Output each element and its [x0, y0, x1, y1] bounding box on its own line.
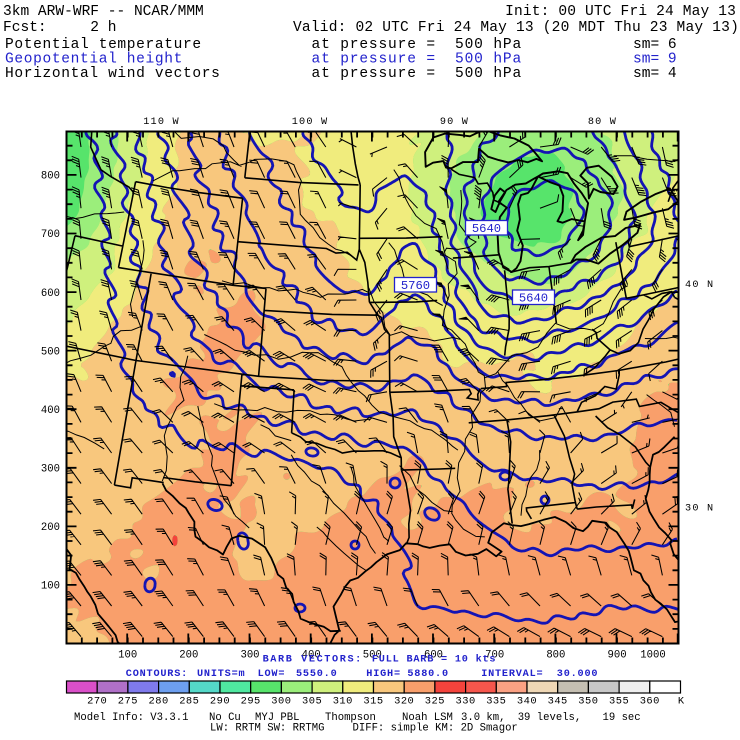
- svg-text:355: 355: [609, 696, 629, 708]
- svg-text:UNITS=m: UNITS=m: [197, 669, 245, 680]
- svg-text:290: 290: [210, 696, 230, 708]
- svg-text:280: 280: [148, 696, 168, 708]
- svg-text:80 W: 80 W: [588, 117, 617, 128]
- svg-text:340: 340: [517, 696, 537, 708]
- svg-text:700: 700: [41, 229, 60, 241]
- svg-text:Thompson: Thompson: [325, 712, 376, 724]
- svg-text:900: 900: [607, 650, 626, 662]
- svg-text:350: 350: [578, 696, 598, 708]
- svg-text:19 sec: 19 sec: [603, 712, 641, 724]
- svg-text:MYJ PBL: MYJ PBL: [255, 712, 300, 724]
- svg-text:3.0 km,: 3.0 km,: [461, 712, 506, 724]
- svg-text:at pressure = 500 hPa: at pressure = 500 hPa: [312, 66, 523, 82]
- svg-text:600: 600: [424, 650, 443, 662]
- svg-text:Horizontal wind vectors: Horizontal wind vectors: [5, 66, 221, 82]
- svg-text:CONTOURS:: CONTOURS:: [126, 669, 188, 680]
- svg-text:360: 360: [640, 696, 660, 708]
- svg-text:100: 100: [118, 650, 137, 662]
- svg-text:sm= 4: sm= 4: [633, 66, 677, 82]
- svg-text:LW: RRTM SW: RRTMG: LW: RRTM SW: RRTMG: [210, 723, 324, 735]
- svg-text:5550.0: 5550.0: [296, 669, 337, 680]
- svg-text:500: 500: [41, 346, 60, 358]
- svg-text:300: 300: [240, 650, 259, 662]
- svg-text:400: 400: [41, 405, 60, 417]
- svg-text:Init: 00 UTC Fri 24 May 13: Init: 00 UTC Fri 24 May 13: [505, 4, 736, 20]
- svg-text:5640: 5640: [472, 222, 501, 236]
- svg-text:Valid: 02 UTC Fri 24 May 13 (2: Valid: 02 UTC Fri 24 May 13 (20 MDT Thu …: [293, 20, 739, 36]
- svg-text:800: 800: [546, 650, 565, 662]
- svg-text:INTERVAL=: INTERVAL=: [481, 669, 543, 680]
- svg-text:HIGH=: HIGH=: [366, 669, 401, 680]
- svg-text:Geopotential height: Geopotential height: [5, 52, 183, 68]
- svg-text:at pressure = 500 hPa: at pressure = 500 hPa: [312, 52, 523, 68]
- svg-text:LOW=: LOW=: [258, 669, 286, 680]
- svg-text:500: 500: [363, 650, 382, 662]
- svg-text:600: 600: [41, 288, 60, 300]
- svg-text:90 W: 90 W: [440, 117, 469, 128]
- svg-text:310: 310: [333, 696, 353, 708]
- svg-text:FULL BARB = 10 kts: FULL BARB = 10 kts: [372, 654, 496, 666]
- svg-text:Fcst: 2 h: Fcst: 2 h: [3, 20, 116, 36]
- svg-text:3km ARW-WRF -- NCAR/MMM: 3km ARW-WRF -- NCAR/MMM: [3, 4, 204, 20]
- svg-text:325: 325: [425, 696, 445, 708]
- svg-text:Potential temperature: Potential temperature: [5, 37, 202, 53]
- svg-text:BARB VECTORS:: BARB VECTORS:: [263, 655, 363, 666]
- svg-text:No Cu: No Cu: [209, 712, 241, 724]
- svg-text:30.000: 30.000: [557, 669, 598, 680]
- svg-text:40 N: 40 N: [685, 280, 714, 291]
- svg-text:700: 700: [485, 650, 504, 662]
- svg-text:Model Info: V3.3.1: Model Info: V3.3.1: [74, 712, 188, 724]
- svg-text:5880.0: 5880.0: [407, 669, 448, 680]
- svg-text:100: 100: [41, 581, 60, 593]
- svg-text:K: K: [678, 696, 685, 708]
- svg-text:Noah LSM: Noah LSM: [402, 712, 453, 724]
- svg-text:345: 345: [548, 696, 568, 708]
- svg-text:100 W: 100 W: [292, 117, 329, 128]
- svg-text:at pressure = 500 hPa: at pressure = 500 hPa: [312, 37, 523, 53]
- svg-text:300: 300: [271, 696, 291, 708]
- svg-text:110 W: 110 W: [143, 117, 180, 128]
- svg-text:39 levels,: 39 levels,: [518, 712, 582, 724]
- svg-text:300: 300: [41, 463, 60, 475]
- svg-text:285: 285: [179, 696, 199, 708]
- svg-text:270: 270: [87, 696, 107, 708]
- svg-text:sm= 9: sm= 9: [633, 52, 677, 68]
- svg-text:5640: 5640: [519, 292, 548, 306]
- svg-text:800: 800: [41, 171, 60, 183]
- svg-text:200: 200: [41, 522, 60, 534]
- svg-text:275: 275: [118, 696, 138, 708]
- svg-text:330: 330: [455, 696, 475, 708]
- svg-text:30 N: 30 N: [685, 504, 714, 515]
- svg-text:305: 305: [302, 696, 322, 708]
- svg-text:DIFF: simple KM: 2D Smagor: DIFF: simple KM: 2D Smagor: [353, 723, 518, 735]
- svg-text:sm= 6: sm= 6: [633, 37, 677, 53]
- svg-text:320: 320: [394, 696, 414, 708]
- svg-text:5760: 5760: [401, 279, 430, 293]
- svg-text:295: 295: [241, 696, 261, 708]
- svg-text:400: 400: [302, 650, 321, 662]
- svg-text:200: 200: [179, 650, 198, 662]
- svg-text:1000: 1000: [640, 650, 665, 662]
- svg-text:315: 315: [363, 696, 383, 708]
- svg-text:335: 335: [486, 696, 506, 708]
